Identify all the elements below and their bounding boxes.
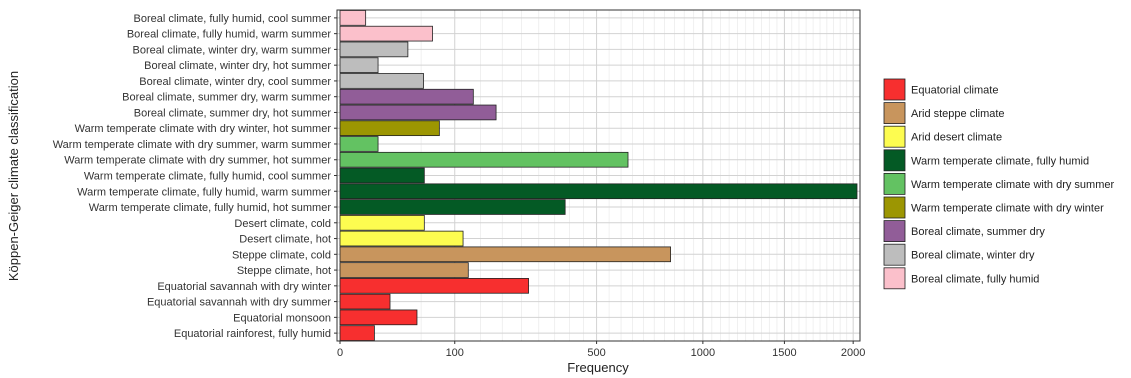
legend-label: Boreal climate, summer dry	[911, 226, 1045, 238]
legend-label: Arid steppe climate	[911, 108, 1005, 120]
legend-swatch	[883, 149, 906, 172]
y-tick-label: Boreal climate, fully humid, warm summer	[127, 29, 332, 41]
legend-swatch	[883, 243, 906, 266]
legend-label: Arid desert climate	[911, 132, 1002, 144]
x-tick-label: 1000	[691, 347, 715, 359]
legend-label: Warm temperate climate, fully humid	[911, 155, 1089, 167]
bar	[339, 214, 425, 231]
y-tick-label: Warm temperate climate, fully humid, coo…	[84, 171, 331, 183]
legend-item: Boreal climate, fully humid	[883, 267, 1039, 290]
y-tick-label: Equatorial savannah with dry summer	[147, 297, 331, 309]
legend-item: Arid desert climate	[883, 125, 1002, 148]
bar	[339, 25, 433, 42]
x-tick-label: 500	[587, 347, 605, 359]
bar	[339, 120, 440, 137]
legend-label: Warm temperate climate with dry winter	[911, 203, 1104, 215]
legend-label: Warm temperate climate with dry summer	[911, 179, 1114, 191]
y-tick-labels: Boreal climate, fully humid, cool summer…	[53, 13, 337, 340]
y-tick-label: Equatorial savannah with dry winter	[157, 281, 331, 293]
y-tick-label: Steppe climate, hot	[237, 265, 331, 277]
legend-item: Warm temperate climate with dry summer	[883, 172, 1114, 195]
legend-item: Boreal climate, winter dry	[883, 243, 1035, 266]
legend: Equatorial climate Arid steppe climate Ari…	[883, 78, 1114, 290]
y-tick-label: Boreal climate, summer dry, warm summer	[122, 92, 331, 104]
x-tick-label: 0	[337, 347, 343, 359]
y-tick-label: Warm temperate climate with dry summer, …	[53, 139, 332, 151]
legend-swatch	[883, 78, 906, 101]
y-tick-label: Warm temperate climate, fully humid, hot…	[89, 202, 332, 214]
legend-swatch	[883, 220, 906, 243]
bar	[339, 325, 375, 341]
legend-label: Boreal climate, winter dry	[911, 250, 1035, 262]
legend-swatch	[883, 172, 906, 195]
bar	[339, 230, 464, 247]
bar	[339, 41, 409, 58]
x-tick-label: 100	[446, 347, 464, 359]
bar	[339, 10, 367, 26]
bar	[339, 278, 529, 294]
y-tick-label: Boreal climate, fully humid, cool summer	[134, 13, 332, 25]
y-tick-label: Boreal climate, winter dry, hot summer	[144, 60, 331, 72]
bar	[339, 73, 424, 89]
bar	[339, 104, 497, 121]
y-tick-label: Warm temperate climate with dry winter, …	[75, 123, 332, 135]
bars	[339, 10, 858, 341]
x-axis-title: Frequency	[567, 360, 629, 375]
legend-swatch	[883, 196, 906, 219]
y-axis-title: Köppen-Geiger climate classification	[6, 71, 21, 281]
bar	[339, 293, 391, 310]
legend-label: Equatorial climate	[911, 85, 998, 97]
legend-swatch	[883, 102, 906, 124]
bar	[339, 57, 379, 73]
x-tick-labels: 0 100 500 1000 1500 2000	[337, 341, 865, 359]
bar	[339, 262, 469, 278]
y-tick-label: Boreal climate, summer dry, hot summer	[134, 107, 332, 119]
legend-swatch	[883, 125, 906, 148]
y-tick-label: Warm temperate climate with dry summer, …	[64, 155, 331, 167]
bar	[339, 309, 418, 326]
legend-label: Boreal climate, fully humid	[911, 273, 1039, 285]
x-tick-label: 2000	[841, 347, 865, 359]
y-tick-label: Boreal climate, winter dry, cool summer	[139, 76, 331, 88]
x-tick-label: 1500	[772, 347, 796, 359]
legend-item: Arid steppe climate	[883, 102, 1005, 124]
bar	[339, 136, 379, 152]
bar	[339, 88, 474, 105]
legend-swatch	[883, 267, 906, 290]
legend-item: Boreal climate, summer dry	[883, 220, 1045, 243]
y-tick-label: Boreal climate, winter dry, warm summer	[133, 44, 332, 56]
bar	[339, 167, 425, 184]
y-tick-label: Steppe climate, cold	[232, 249, 331, 261]
legend-item: Warm temperate climate with dry winter	[883, 196, 1104, 219]
legend-item: Warm temperate climate, fully humid	[883, 149, 1089, 172]
bar	[339, 246, 671, 263]
y-tick-label: Desert climate, cold	[234, 218, 331, 230]
legend-item: Equatorial climate	[883, 78, 998, 101]
y-tick-label: Equatorial monsoon	[233, 312, 331, 324]
bar	[339, 183, 858, 200]
y-tick-label: Warm temperate climate, fully humid, war…	[77, 186, 331, 198]
bar	[339, 199, 566, 215]
y-tick-label: Desert climate, hot	[239, 234, 331, 246]
y-tick-label: Equatorial rainforest, fully humid	[174, 328, 331, 340]
bar	[339, 151, 629, 168]
